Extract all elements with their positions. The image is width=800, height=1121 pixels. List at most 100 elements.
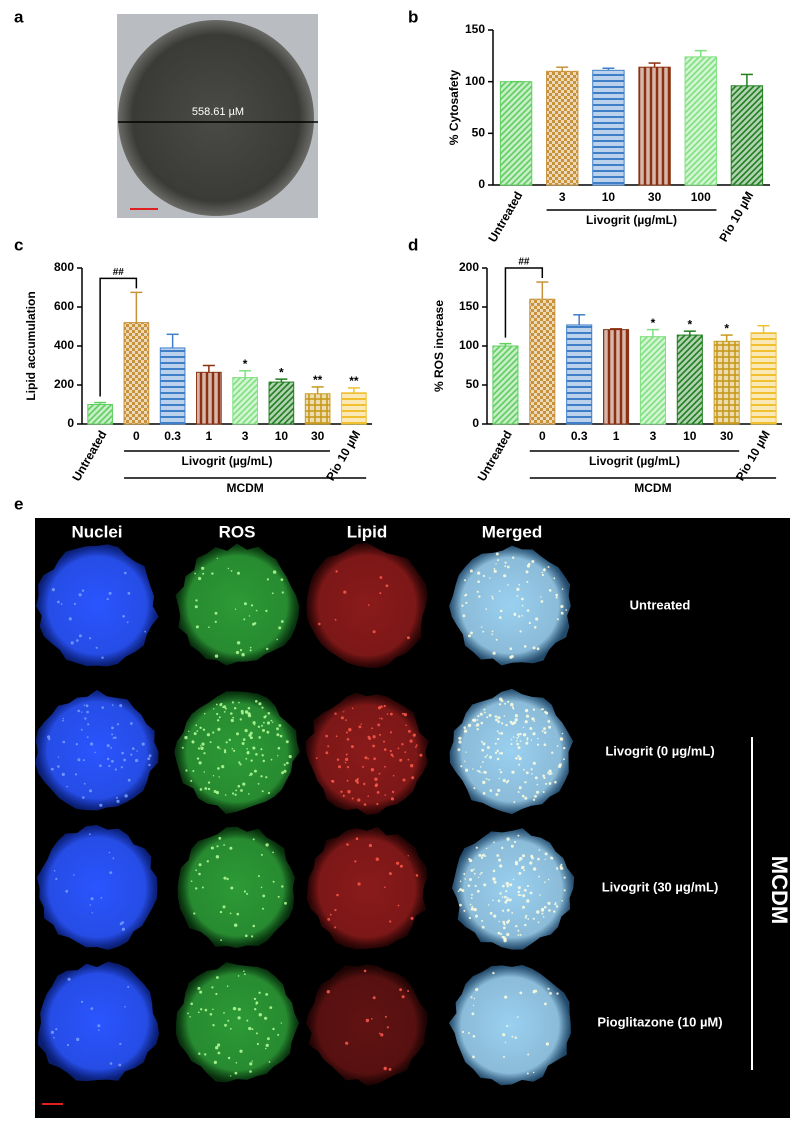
speckle — [549, 992, 552, 995]
speckle — [252, 746, 256, 750]
speckle — [476, 719, 479, 721]
speckle — [526, 580, 529, 583]
speckle — [502, 1033, 506, 1037]
speckle — [265, 843, 269, 847]
row-label: Livogrit (30 µg/mL) — [602, 879, 719, 894]
speckle — [222, 905, 226, 909]
speckle — [518, 735, 520, 738]
speckle — [73, 602, 76, 606]
speckle — [116, 723, 120, 726]
speckle — [541, 730, 544, 733]
speckle — [386, 1026, 389, 1029]
speckle — [216, 712, 219, 716]
speckle — [476, 590, 479, 593]
speckle — [502, 920, 506, 924]
speckle — [119, 704, 123, 708]
speckle — [255, 1003, 257, 1005]
speckle — [524, 916, 527, 919]
speckle — [365, 1018, 370, 1023]
speckle — [231, 748, 234, 750]
speckle — [124, 1006, 126, 1008]
speckle — [234, 793, 237, 796]
speckle — [340, 716, 344, 720]
bar — [566, 324, 593, 425]
speckle — [540, 596, 542, 598]
speckle — [515, 925, 518, 928]
speckle — [219, 703, 223, 707]
speckle — [358, 725, 362, 729]
speckle — [121, 751, 124, 755]
speckle — [281, 591, 284, 594]
speckle — [515, 757, 518, 760]
speckle — [536, 910, 540, 914]
speckle — [73, 874, 75, 876]
speckle — [195, 869, 198, 872]
speckle — [249, 772, 253, 776]
speckle — [241, 712, 244, 715]
speckle — [234, 923, 238, 927]
speckle — [264, 715, 267, 718]
speckle — [472, 1055, 475, 1059]
speckle — [523, 888, 527, 892]
speckle — [67, 977, 71, 981]
speckle — [219, 910, 223, 914]
speckle — [355, 837, 359, 840]
speckle — [507, 565, 510, 569]
bar — [159, 347, 186, 425]
speckle — [484, 711, 486, 714]
x-tick-label: 3 — [242, 429, 249, 443]
speckle — [522, 733, 527, 737]
speckle — [318, 622, 321, 626]
speckle — [244, 973, 246, 976]
speckle — [547, 720, 551, 723]
speckle — [514, 1036, 517, 1039]
speckle — [348, 728, 352, 732]
speckle — [331, 780, 335, 783]
group-label: MCDM — [767, 856, 792, 924]
spheroid — [35, 689, 159, 811]
speckle — [470, 897, 473, 899]
speckle — [506, 837, 510, 841]
speckle — [524, 796, 528, 800]
speckle — [559, 737, 563, 741]
speckle — [242, 782, 246, 786]
speckle — [236, 912, 240, 916]
speckle — [517, 1016, 519, 1018]
speckle — [538, 849, 541, 851]
speckle — [465, 768, 469, 772]
speckle — [271, 592, 274, 595]
speckle — [542, 791, 545, 793]
speckle — [459, 880, 462, 883]
speckle — [500, 732, 504, 735]
speckle — [357, 798, 361, 802]
speckle — [547, 566, 550, 568]
speckle — [495, 793, 499, 796]
speckle — [236, 641, 241, 645]
speckle — [541, 573, 545, 577]
speckle — [517, 791, 520, 793]
speckle — [262, 759, 265, 763]
speckle — [284, 901, 287, 905]
speckle — [258, 991, 261, 994]
speckle — [223, 711, 226, 713]
speckle — [480, 766, 482, 768]
speckle — [482, 574, 485, 578]
x-tick-label: 10 — [683, 429, 697, 443]
speckle — [212, 1023, 215, 1027]
speckle — [548, 769, 552, 773]
speckle — [470, 631, 473, 635]
speckle — [345, 1041, 349, 1045]
speckle — [91, 912, 94, 914]
speckle — [228, 738, 231, 742]
column-header: Merged — [482, 522, 542, 541]
y-tick-label: 100 — [459, 338, 479, 352]
speckle — [489, 789, 493, 792]
speckle — [495, 552, 499, 556]
speckle — [218, 836, 222, 840]
speckle — [90, 742, 94, 746]
speckle — [390, 753, 394, 757]
speckle — [516, 587, 520, 592]
speckle — [85, 704, 89, 708]
speckle — [141, 742, 145, 746]
speckle — [360, 723, 362, 725]
